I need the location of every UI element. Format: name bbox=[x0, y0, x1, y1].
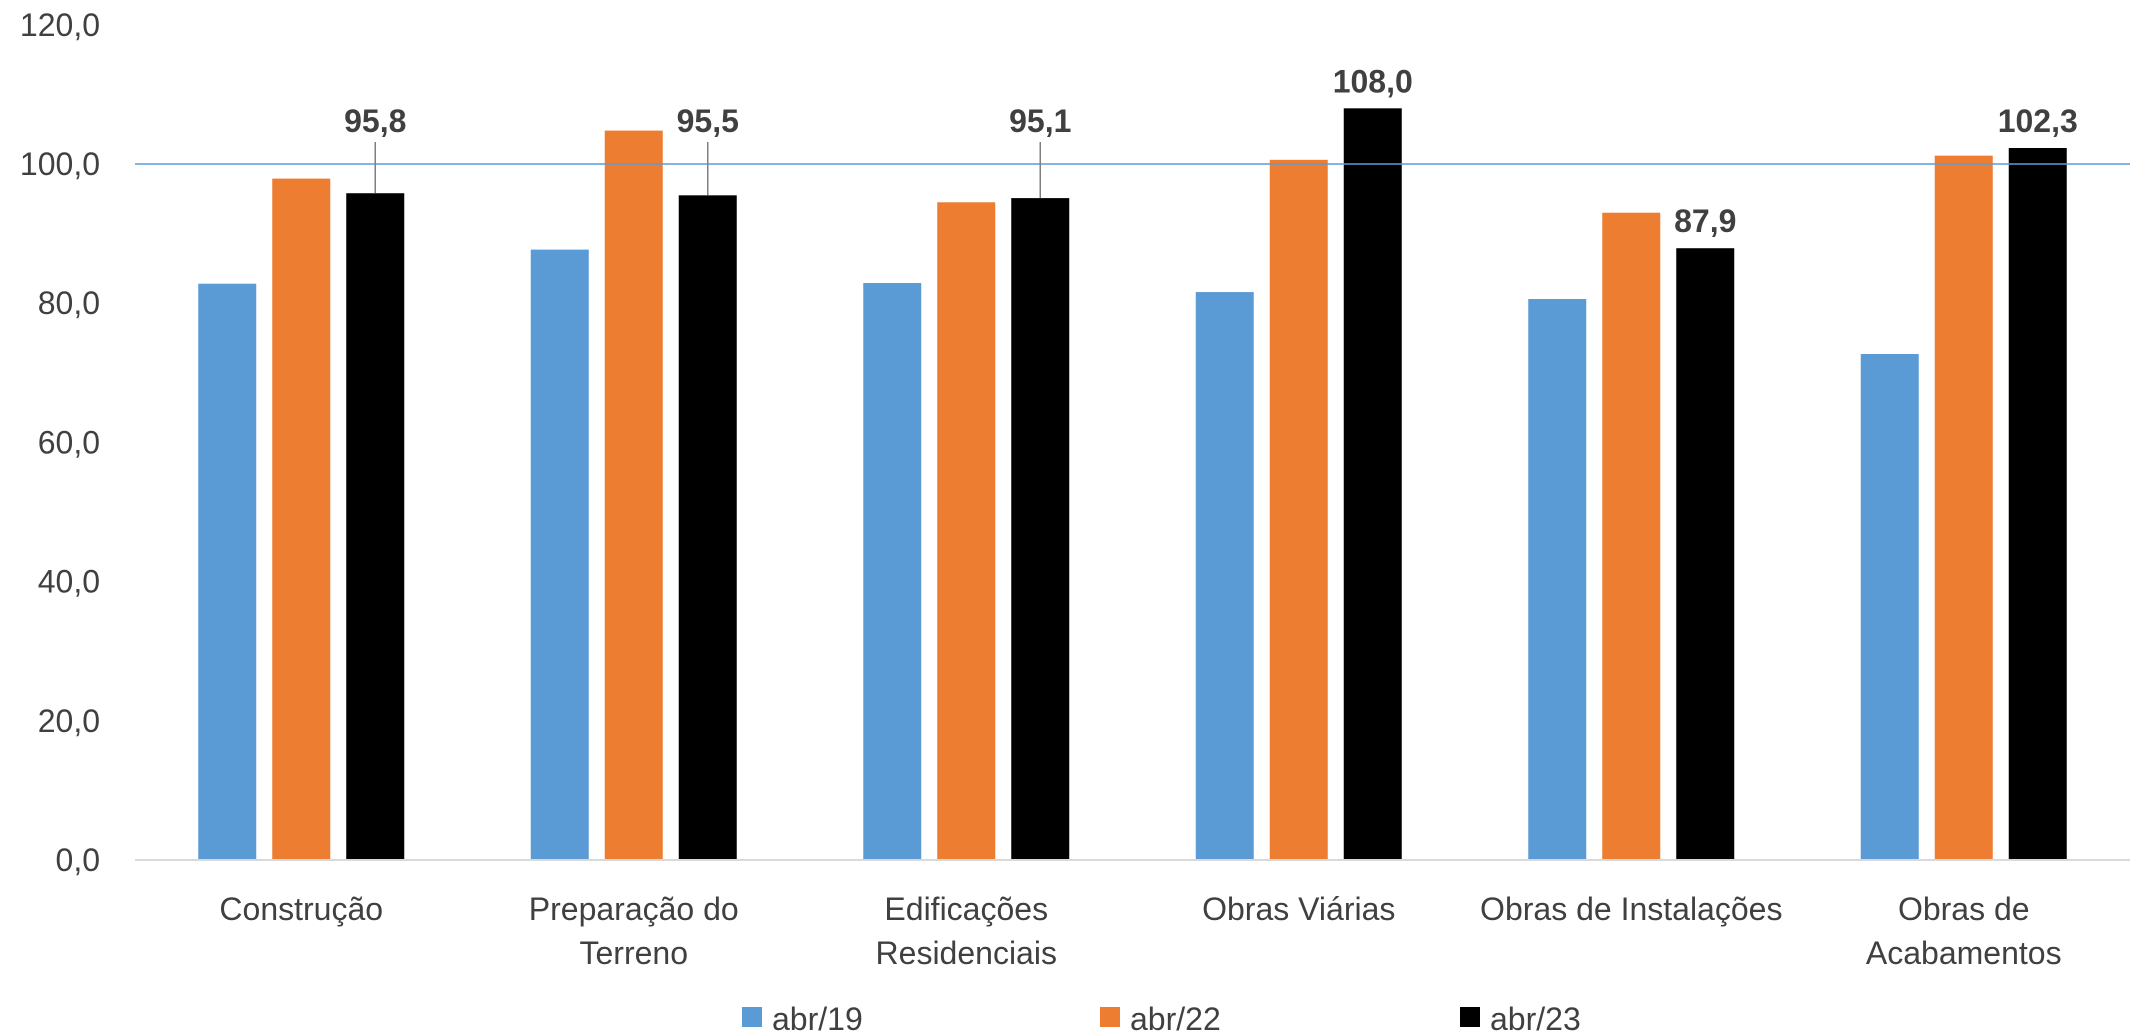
y-axis: 0,0 20,0 40,0 60,0 80,0 100,0 120,0 bbox=[20, 7, 100, 878]
bar bbox=[272, 178, 331, 861]
data-label: 95,5 bbox=[677, 103, 739, 139]
x-category-label: Preparação do Terreno bbox=[529, 891, 739, 971]
y-tick-label: 100,0 bbox=[20, 146, 100, 182]
data-label: 95,8 bbox=[344, 103, 406, 139]
data-label: 95,1 bbox=[1009, 103, 1071, 139]
bar bbox=[1195, 292, 1254, 861]
data-label: 87,9 bbox=[1674, 203, 1736, 239]
bar bbox=[678, 195, 737, 860]
bar bbox=[1269, 159, 1328, 861]
y-tick-label: 0,0 bbox=[56, 842, 100, 878]
bar bbox=[863, 283, 922, 860]
legend-swatch bbox=[742, 1007, 762, 1027]
bar bbox=[604, 130, 663, 861]
legend-label: abr/19 bbox=[772, 1001, 863, 1036]
x-category-label: Edificações Residenciais bbox=[876, 891, 1057, 971]
y-tick-label: 40,0 bbox=[38, 564, 100, 600]
x-axis: Construção Preparação do Terreno Edificaçõe… bbox=[135, 859, 2130, 971]
data-label-leaders bbox=[374, 142, 1041, 199]
bar bbox=[937, 202, 996, 860]
bar bbox=[1860, 354, 1919, 860]
bar bbox=[530, 249, 589, 860]
x-category-label: Obras de Acabamentos bbox=[1866, 891, 2062, 971]
bar bbox=[1528, 299, 1587, 860]
legend-swatch bbox=[1100, 1007, 1120, 1027]
bars bbox=[135, 108, 2130, 861]
data-label: 102,3 bbox=[1998, 103, 2078, 139]
x-category-label: Obras Viárias bbox=[1202, 891, 1395, 927]
y-tick-label: 60,0 bbox=[38, 424, 100, 460]
bar bbox=[1011, 198, 1070, 860]
y-tick-label: 80,0 bbox=[38, 285, 100, 321]
x-category-label: Obras de Instalações bbox=[1480, 891, 1782, 927]
y-tick-label: 20,0 bbox=[38, 703, 100, 739]
bar bbox=[1343, 108, 1402, 860]
y-tick-label: 120,0 bbox=[20, 7, 100, 43]
x-category-label: Construção bbox=[219, 891, 383, 927]
legend-label: abr/23 bbox=[1490, 1001, 1581, 1036]
legend: abr/19 abr/22 abr/23 bbox=[742, 1001, 1581, 1036]
data-labels: 95,8 95,5 95,1 108,0 87,9 102,3 bbox=[344, 63, 2078, 239]
bar bbox=[2008, 147, 2067, 860]
data-label: 108,0 bbox=[1333, 63, 1413, 99]
bar bbox=[198, 283, 257, 860]
bar bbox=[1676, 248, 1735, 860]
bar bbox=[1934, 155, 1993, 860]
legend-swatch bbox=[1460, 1007, 1480, 1027]
legend-label: abr/22 bbox=[1130, 1001, 1221, 1036]
bar bbox=[346, 193, 405, 860]
bar bbox=[1602, 212, 1661, 861]
